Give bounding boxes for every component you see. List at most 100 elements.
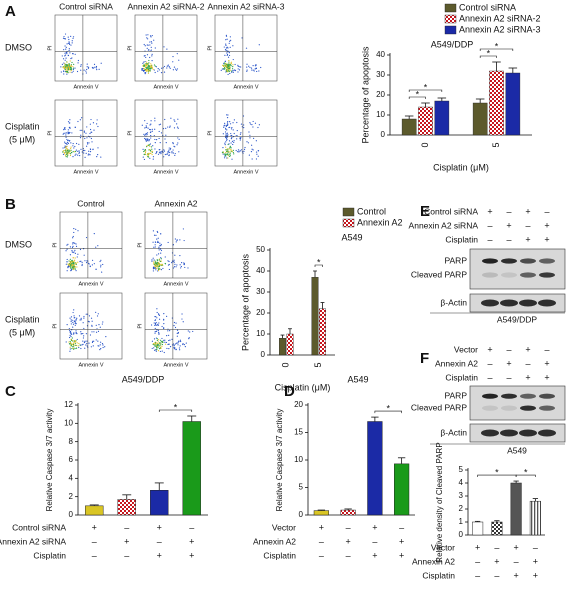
condition-sign: – (487, 358, 492, 368)
condition-label: Annexin A2 (253, 536, 296, 546)
dot (144, 127, 146, 129)
dot (73, 231, 75, 234)
dot (67, 64, 70, 66)
dot (97, 245, 99, 247)
dot (86, 260, 88, 262)
dot (247, 142, 250, 144)
dot (65, 263, 67, 265)
dot (92, 345, 94, 347)
dot (63, 49, 65, 51)
condition-sign: – (506, 234, 511, 244)
dot (226, 50, 228, 52)
dot (154, 138, 156, 141)
dot (65, 154, 67, 157)
dot (154, 128, 156, 130)
dot (64, 59, 66, 61)
dot (79, 129, 81, 131)
dot (153, 349, 156, 351)
dot (151, 67, 154, 69)
dot (70, 339, 73, 341)
dot (66, 138, 68, 141)
bar (311, 277, 319, 356)
dot (227, 73, 229, 76)
dot (75, 150, 77, 153)
dot (151, 53, 153, 55)
dot (163, 327, 165, 329)
dot (149, 41, 151, 43)
dot (68, 48, 70, 50)
dot (171, 338, 173, 340)
dot (166, 48, 168, 50)
dot (231, 136, 233, 139)
dot (225, 124, 227, 126)
dot (64, 128, 66, 130)
dot (158, 263, 160, 265)
dot (230, 63, 232, 65)
dot (156, 241, 159, 244)
y-tick-label: 0 (69, 510, 74, 519)
dot (222, 153, 224, 155)
dot (81, 151, 83, 153)
dot (159, 233, 162, 235)
dot (145, 126, 147, 129)
dot (93, 340, 95, 342)
dot (63, 62, 65, 64)
dot (71, 259, 73, 261)
condition-sign: + (533, 570, 538, 580)
dot (144, 73, 146, 75)
row-label: DMSO (5, 42, 32, 52)
dot (250, 151, 253, 153)
dot (91, 325, 93, 327)
dot (78, 151, 81, 153)
dot (73, 341, 75, 343)
dot (157, 240, 159, 242)
dot (187, 267, 189, 269)
dot (88, 153, 90, 155)
dot (159, 142, 161, 144)
dot (64, 68, 66, 70)
dot (89, 123, 91, 125)
dot (152, 241, 154, 243)
dot (66, 61, 68, 63)
dot (158, 333, 160, 335)
dot (226, 46, 228, 48)
dot (161, 345, 163, 347)
dot (159, 268, 161, 271)
dot (73, 266, 75, 269)
dot (67, 42, 70, 44)
dot (64, 142, 66, 144)
dot (240, 123, 243, 125)
dot (85, 236, 88, 239)
dot (66, 156, 69, 158)
dot (65, 147, 67, 149)
dot (241, 37, 243, 39)
condition-label: Annexin A2 siRNA (0, 536, 66, 546)
dot (73, 63, 75, 65)
dot (228, 143, 230, 145)
dot (93, 331, 95, 333)
dot (72, 70, 74, 72)
dot (165, 127, 167, 129)
dot (69, 348, 71, 350)
dot (65, 250, 67, 252)
dot (178, 340, 180, 342)
dot (73, 268, 75, 271)
dot (67, 68, 70, 70)
dot (70, 65, 72, 67)
dot (74, 53, 76, 55)
dot (232, 58, 234, 61)
panel-letter: F (420, 350, 429, 367)
dot (167, 241, 169, 244)
dot (60, 71, 62, 73)
dot (222, 65, 225, 68)
dot (154, 342, 156, 344)
dot (174, 254, 176, 256)
dot (73, 320, 75, 322)
cell-line-label: A549 (507, 445, 527, 455)
dot (172, 343, 175, 345)
dot (143, 68, 146, 70)
dot (171, 152, 173, 154)
dot (176, 335, 178, 337)
dot (63, 35, 65, 38)
dot (255, 151, 258, 153)
